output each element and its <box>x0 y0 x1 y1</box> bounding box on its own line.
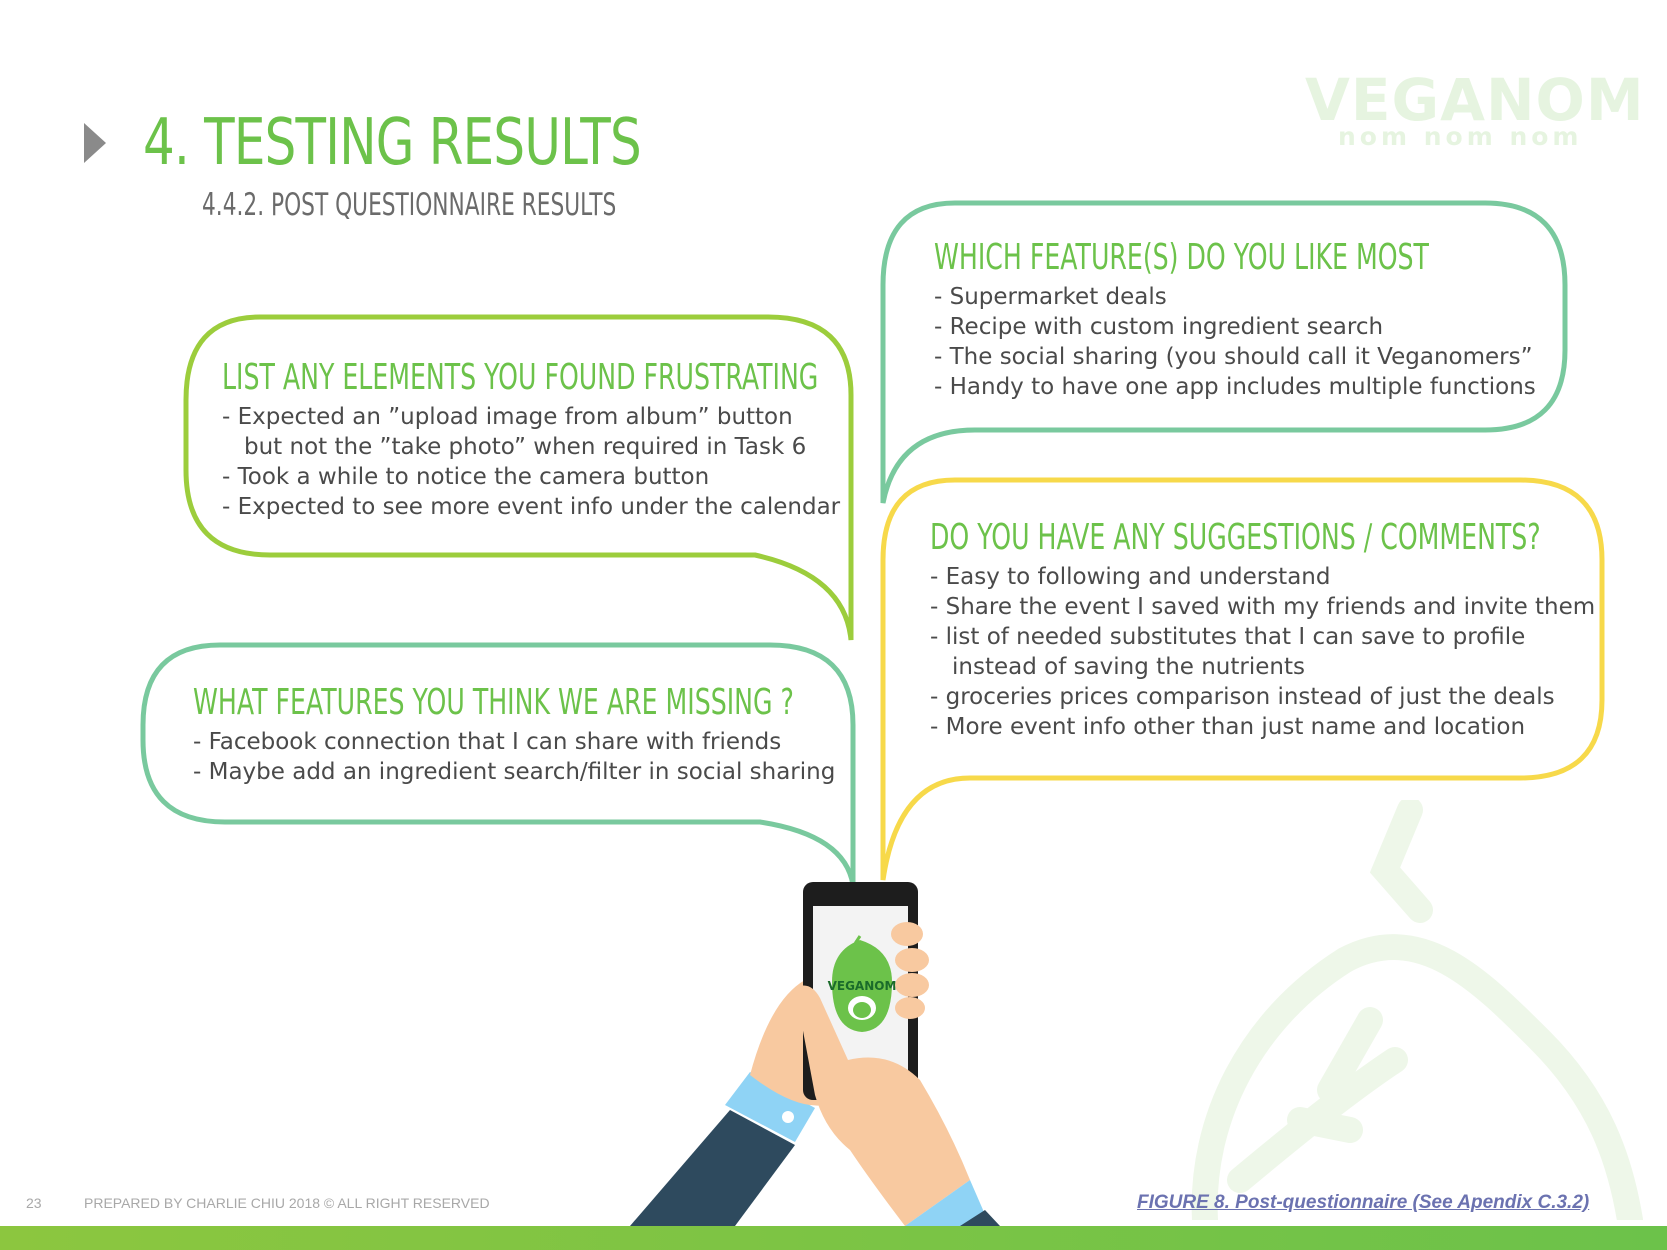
bubble-missing-question: WHAT FEATURES YOU THINK WE ARE MISSING ? <box>193 682 794 723</box>
title-arrow-icon <box>84 123 106 163</box>
phone-in-hands-illustration: VEGANOM <box>630 882 1000 1226</box>
answer-line: - Expected an ”upload image from album” … <box>222 404 793 430</box>
answer-line: - Expected to see more event info under … <box>222 494 841 520</box>
bubble-like-most: WHICH FEATURE(S) DO YOU LIKE MOST - Supe… <box>934 238 1641 402</box>
answer-line: - Handy to have one app includes multipl… <box>934 374 1536 400</box>
answer-line: - Easy to following and understand <box>930 564 1331 590</box>
answer-line: - Maybe add an ingredient search/filter … <box>193 759 836 785</box>
page-subtitle: 4.4.2. POST QUESTIONNAIRE RESULTS <box>202 187 617 223</box>
answer-line: - Facebook connection that I can share w… <box>193 729 782 755</box>
bubble-suggestions-outline <box>880 477 1605 881</box>
bottom-accent-bar <box>0 1226 1667 1250</box>
answer-line: - list of needed substitutes that I can … <box>930 624 1526 650</box>
veganom-screen-logo <box>832 935 892 1032</box>
brand-logo: VEGANOM <box>1305 66 1645 134</box>
footer-credit: PREPARED BY CHARLIE CHIU 2018 © ALL RIGH… <box>84 1195 490 1211</box>
answer-line: - groceries prices comparison instead of… <box>930 684 1555 710</box>
answer-line: - The social sharing (you should call it… <box>934 344 1533 370</box>
answer-line: - More event info other than just name a… <box>930 714 1526 740</box>
bubble-frustrating-outline <box>183 314 854 641</box>
bubble-like-outline <box>880 200 1568 504</box>
bubble-like-question: WHICH FEATURE(S) DO YOU LIKE MOST <box>934 237 1429 278</box>
page-number: 23 <box>26 1195 42 1211</box>
answer-line: but not the ”take photo” when required i… <box>244 434 807 460</box>
answer-line: - Recipe with custom ingredient search <box>934 314 1384 340</box>
brand-tagline: nom nom nom <box>1338 122 1583 151</box>
bubble-frustrating: LIST ANY ELEMENTS YOU FOUND FRUSTRATING … <box>222 358 1074 522</box>
page-title: 4. TESTING RESULTS <box>143 106 642 180</box>
pear-watermark-icon <box>1191 800 1643 1220</box>
figure-caption-link[interactable]: FIGURE 8. Post-questionnaire (See Apendi… <box>1137 1192 1590 1213</box>
answer-line: - Took a while to notice the camera butt… <box>222 464 710 490</box>
phone-screen-logo-text: VEGANOM <box>828 979 897 993</box>
answer-line: - Share the event I saved with my friend… <box>930 594 1596 620</box>
bubble-frustrating-question: LIST ANY ELEMENTS YOU FOUND FRUSTRATING <box>222 357 819 398</box>
bubble-suggestions: DO YOU HAVE ANY SUGGESTIONS / COMMENTS? … <box>930 518 1667 742</box>
bubble-suggestions-question: DO YOU HAVE ANY SUGGESTIONS / COMMENTS? <box>930 517 1541 558</box>
bubble-missing-outline <box>140 642 856 886</box>
answer-line: - Supermarket deals <box>934 284 1167 310</box>
bubble-missing: WHAT FEATURES YOU THINK WE ARE MISSING ?… <box>193 683 1051 787</box>
answer-line: instead of saving the nutrients <box>952 654 1305 680</box>
